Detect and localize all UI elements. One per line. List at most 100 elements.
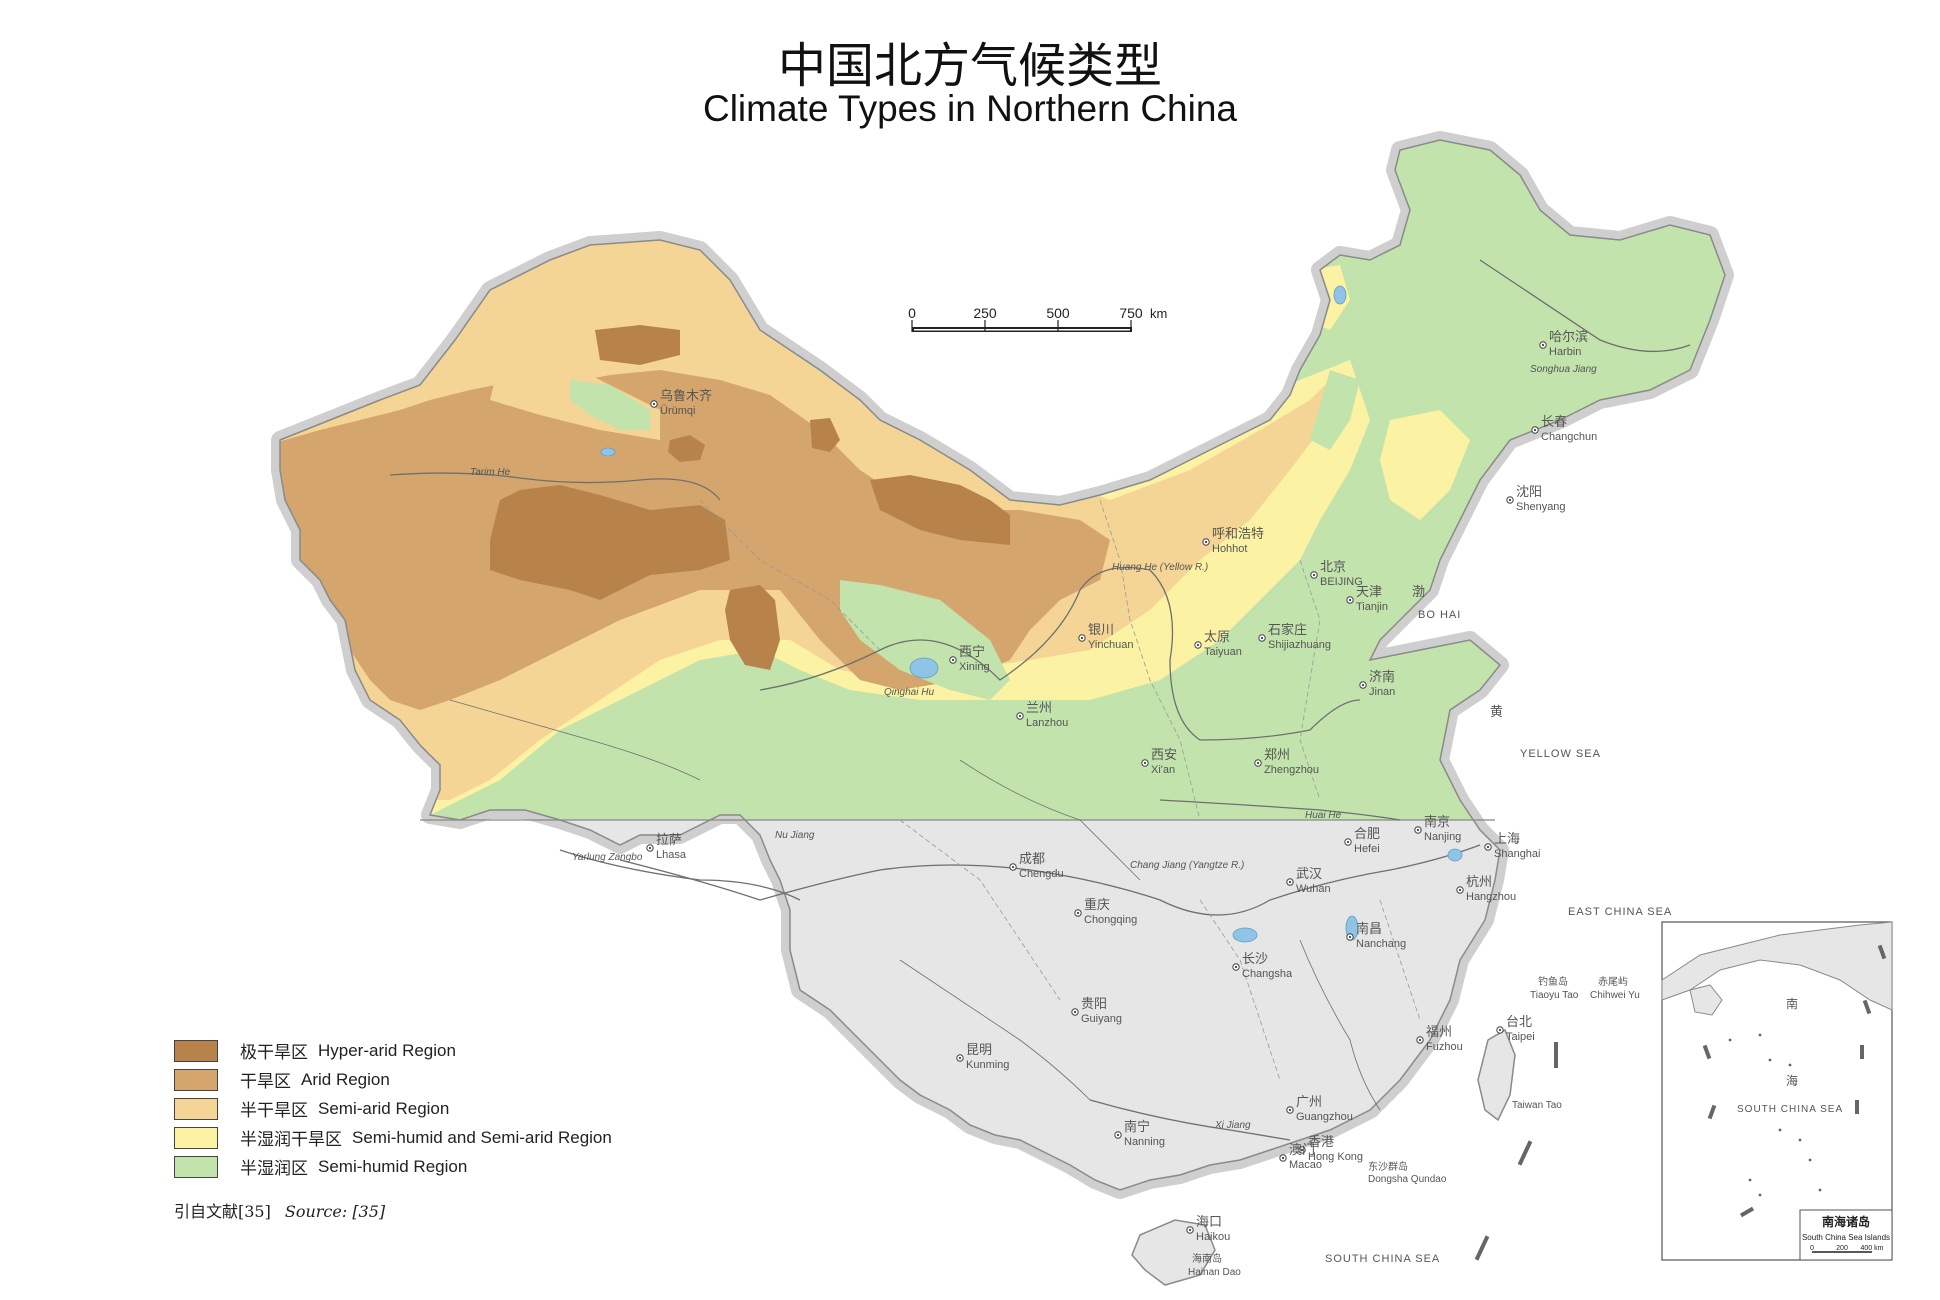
hyper-arid-qaidam — [725, 585, 780, 670]
scale-label-1: 250 — [973, 305, 997, 321]
city-name-zh: 贵阳 — [1081, 996, 1107, 1011]
city-marker-center — [1348, 935, 1352, 939]
inset-dash — [1862, 999, 1872, 1015]
city-nanning: 南宁 Nanning — [1114, 1119, 1165, 1148]
inset-sea-zh-1: 南 — [1786, 996, 1798, 1011]
city-name-en: Shenyang — [1516, 501, 1566, 513]
city-name-en: Chongqing — [1084, 914, 1137, 926]
dash-segment — [1517, 1140, 1533, 1166]
legend-item-hyper-arid: 极干旱区 Hyper-arid Region — [174, 1036, 612, 1065]
city-marker-center — [1281, 1156, 1285, 1160]
city-lhasa: 拉萨 Lhasa — [646, 832, 687, 861]
city-name-zh: 合肥 — [1354, 826, 1380, 841]
city-name-en: Kunming — [966, 1059, 1009, 1071]
lake-taihu — [1447, 848, 1463, 862]
river-xi-jiang — [1089, 1099, 1291, 1141]
legend-label-en: Semi-humid Region — [318, 1156, 468, 1176]
inset-islands — [1728, 1033, 1822, 1197]
city-name-zh: 兰州 — [1026, 700, 1052, 715]
city-name-zh: 长春 — [1541, 414, 1567, 429]
mainland-outline — [279, 139, 1726, 1191]
dash-segment — [1474, 1235, 1490, 1261]
lake-hulun — [1333, 285, 1347, 305]
boundary-1 — [699, 499, 881, 651]
map-title-english: Climate Types in Northern China — [702, 88, 1237, 129]
inset-hainan — [1689, 984, 1723, 1016]
city-marker-center — [1288, 880, 1292, 884]
city-marker-center — [1541, 343, 1545, 347]
legend-item-arid: 干旱区 Arid Region — [174, 1065, 612, 1094]
city-name-zh: 哈尔滨 — [1549, 329, 1588, 344]
hyper-arid-junggar — [595, 325, 680, 365]
label-yarlung: Yarlung Zangbo — [572, 852, 643, 863]
river-yarlung — [559, 849, 801, 901]
label-bohai-zh: 渤 — [1412, 584, 1426, 599]
city-harbin: 哈尔滨 Harbin — [1539, 329, 1588, 358]
label-chiwei-zh: 赤尾屿 — [1598, 976, 1628, 988]
label-bohai: BO HAI — [1418, 609, 1461, 621]
city-name-en: Ürümqi — [660, 405, 695, 417]
city-hefei: 合肥 Hefei — [1344, 826, 1380, 855]
label-east-china-sea: EAST CHINA SEA — [1568, 906, 1672, 918]
city-macao: 澳门 Macao — [1279, 1142, 1322, 1171]
label-nu-jiang: Nu Jiang — [775, 830, 815, 841]
city-marker-center — [1508, 498, 1512, 502]
legend-item-semi-arid: 半干旱区 Semi-arid Region — [174, 1094, 612, 1123]
inset-dot — [1778, 1128, 1782, 1132]
city-marker-center — [951, 658, 955, 662]
inset-title-en: South China Sea Islands — [1802, 1233, 1890, 1242]
boundary-5 — [1199, 899, 1281, 1081]
city-name-zh: 上海 — [1494, 831, 1520, 846]
inset-dashed-boundary — [1702, 944, 1887, 1218]
city-taiyuan: 太原 Taiyuan — [1194, 629, 1242, 658]
label-diaoyu-en: Tiaoyu Tao — [1530, 990, 1579, 1001]
river-chang-jiang — [619, 844, 1481, 916]
city-labels: 乌鲁木齐 Ürümqi 哈尔滨 Harbin 长春 Changchun 沈阳 Shenyang… — [646, 329, 1597, 1243]
river-songhua — [1479, 259, 1691, 353]
city-name-en: Taipei — [1506, 1031, 1535, 1043]
label-yellow-sea-zh: 黄 — [1490, 704, 1504, 719]
city-name-zh: 成都 — [1019, 851, 1045, 866]
city-name-en: BEIJING — [1320, 576, 1363, 588]
boundary-3 — [1299, 559, 1321, 801]
islands — [1131, 1028, 1516, 1286]
city-xian: 西安 Xi'an — [1141, 747, 1177, 776]
city-hohhot: 呼和浩特 Hohhot — [1202, 526, 1264, 555]
legend-label-en: Semi-humid and Semi-arid Region — [352, 1127, 612, 1147]
city-name-en: Guangzhou — [1296, 1111, 1353, 1123]
city-marker-center — [1234, 965, 1238, 969]
city-name-zh: 呼和浩特 — [1212, 526, 1264, 541]
hyper-arid-taklamakan — [490, 485, 730, 600]
hyper-arid-zones — [490, 325, 1010, 670]
city-marker-center — [1533, 428, 1537, 432]
inset-scale-200: 200 — [1836, 1245, 1848, 1252]
city-name-zh: 香港 — [1308, 1134, 1334, 1149]
inset-dash — [1877, 944, 1887, 960]
city-name-en: Hong Kong — [1308, 1151, 1363, 1163]
rivers — [389, 259, 1691, 1141]
city-name-zh: 济南 — [1369, 669, 1395, 684]
inset-title-zh: 南海诸岛 — [1822, 1214, 1870, 1229]
city-name-zh: 沈阳 — [1516, 484, 1542, 499]
city-name-en: Tianjin — [1356, 601, 1388, 613]
city-marker-center — [1288, 1108, 1292, 1112]
city-name-zh: 海口 — [1196, 1214, 1222, 1229]
city-marker-center — [1260, 636, 1264, 640]
inset-sea-en: SOUTH CHINA SEA — [1737, 1104, 1843, 1115]
river-minor-2 — [959, 759, 1141, 881]
city-name-zh: 广州 — [1296, 1094, 1322, 1109]
label-huang-he: Huang He (Yellow R.) — [1112, 562, 1208, 573]
city-wuhan: 武汉 Wuhan — [1286, 866, 1331, 895]
inset-scale-0: 0 — [1810, 1245, 1814, 1252]
taiwan-island — [1477, 1028, 1516, 1122]
legend-label-zh: 半湿润干旱区 — [240, 1130, 342, 1150]
city-name-en: Fuzhou — [1426, 1041, 1463, 1053]
legend-swatch-semi-arid — [174, 1097, 218, 1120]
city-shenyang: 沈阳 Shenyang — [1506, 484, 1566, 513]
semi-humid-sh-sa-ne — [1380, 410, 1470, 520]
water-labels: BO HAI YELLOW SEA EAST CHINA SEA SOUTH C… — [1325, 584, 1672, 1265]
legend-label-zh: 半干旱区 — [240, 1101, 308, 1121]
hyper-arid-small-2 — [810, 418, 840, 452]
